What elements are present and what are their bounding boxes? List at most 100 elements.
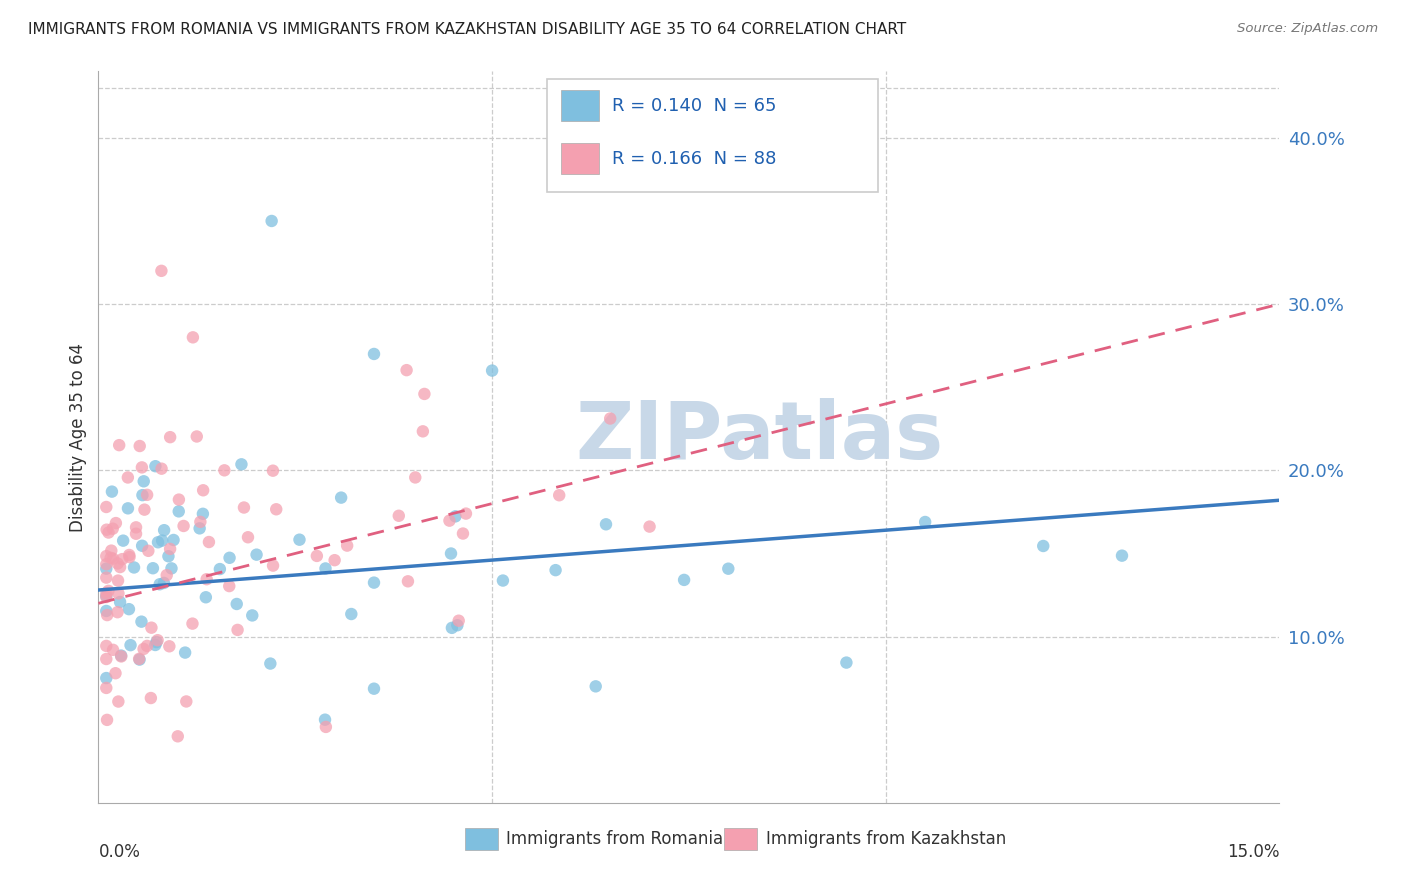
- Point: [104, 516, 127, 530]
- Text: Immigrants from Kazakhstan: Immigrants from Kazakhstan: [766, 830, 1005, 848]
- Point: [157, 549, 180, 564]
- Point: [245, 548, 267, 562]
- Point: [444, 509, 467, 524]
- Point: [96, 604, 118, 618]
- Point: [447, 614, 470, 628]
- Point: [132, 475, 155, 489]
- Point: [195, 572, 218, 586]
- Point: [104, 666, 127, 681]
- Point: [146, 535, 169, 549]
- Point: [156, 568, 179, 582]
- Point: [440, 621, 463, 635]
- Point: [451, 526, 474, 541]
- Point: [585, 679, 607, 693]
- Point: [157, 640, 180, 654]
- Point: [131, 539, 153, 553]
- Point: [136, 639, 159, 653]
- Point: [186, 429, 208, 443]
- Point: [128, 439, 150, 453]
- Point: [125, 526, 148, 541]
- Point: [190, 515, 212, 529]
- Point: [107, 574, 129, 588]
- Point: [194, 591, 217, 605]
- Point: [176, 694, 198, 708]
- Point: [143, 638, 166, 652]
- Point: [191, 507, 214, 521]
- Point: [96, 586, 118, 600]
- Point: [181, 330, 204, 344]
- FancyBboxPatch shape: [547, 78, 877, 192]
- Point: [145, 635, 167, 649]
- Point: [1111, 549, 1133, 563]
- Point: [96, 639, 118, 653]
- Point: [107, 557, 129, 571]
- Point: [136, 544, 159, 558]
- Point: [363, 575, 385, 590]
- Point: [96, 571, 118, 585]
- Point: [240, 608, 263, 623]
- Point: [139, 691, 162, 706]
- Point: [122, 560, 145, 574]
- Point: [118, 550, 141, 565]
- Point: [112, 533, 135, 548]
- Point: [96, 681, 118, 695]
- Point: [96, 562, 118, 576]
- Point: [396, 574, 419, 589]
- Point: [141, 621, 163, 635]
- Point: [128, 652, 150, 666]
- Text: 15.0%: 15.0%: [1227, 843, 1279, 861]
- Point: [100, 543, 122, 558]
- Point: [136, 488, 159, 502]
- Text: R = 0.140  N = 65: R = 0.140 N = 65: [612, 96, 776, 115]
- Text: ZIPatlas: ZIPatlas: [575, 398, 943, 476]
- Point: [599, 411, 621, 425]
- Point: [96, 549, 118, 563]
- Point: [131, 488, 153, 502]
- Point: [288, 533, 311, 547]
- Point: [231, 458, 253, 472]
- Point: [363, 347, 385, 361]
- Point: [181, 616, 204, 631]
- Point: [262, 464, 284, 478]
- Point: [225, 597, 247, 611]
- Point: [198, 535, 221, 549]
- Point: [108, 438, 131, 452]
- Point: [118, 602, 141, 616]
- Point: [481, 363, 503, 377]
- Point: [97, 583, 120, 598]
- Y-axis label: Disability Age 35 to 64: Disability Age 35 to 64: [69, 343, 87, 532]
- Point: [323, 553, 346, 567]
- Point: [439, 514, 461, 528]
- Point: [413, 387, 436, 401]
- Point: [110, 648, 132, 663]
- Point: [259, 657, 281, 671]
- Point: [673, 573, 696, 587]
- Point: [264, 502, 287, 516]
- Point: [218, 579, 240, 593]
- Point: [363, 681, 385, 696]
- Point: [835, 656, 858, 670]
- Point: [131, 615, 153, 629]
- Point: [153, 576, 176, 591]
- Point: [236, 530, 259, 544]
- Point: [117, 501, 139, 516]
- Point: [160, 561, 183, 575]
- Point: [305, 549, 328, 563]
- Point: [218, 550, 240, 565]
- Bar: [561, 143, 599, 174]
- Point: [336, 539, 359, 553]
- Point: [128, 652, 150, 666]
- Point: [174, 646, 197, 660]
- Point: [162, 533, 184, 547]
- Bar: [464, 829, 498, 850]
- Point: [315, 720, 337, 734]
- Point: [108, 560, 131, 574]
- Point: [315, 561, 337, 575]
- Text: Source: ZipAtlas.com: Source: ZipAtlas.com: [1237, 22, 1378, 36]
- Point: [120, 638, 142, 652]
- Point: [96, 558, 118, 572]
- Point: [454, 507, 477, 521]
- Point: [150, 461, 173, 475]
- Point: [96, 589, 118, 603]
- Point: [340, 607, 363, 621]
